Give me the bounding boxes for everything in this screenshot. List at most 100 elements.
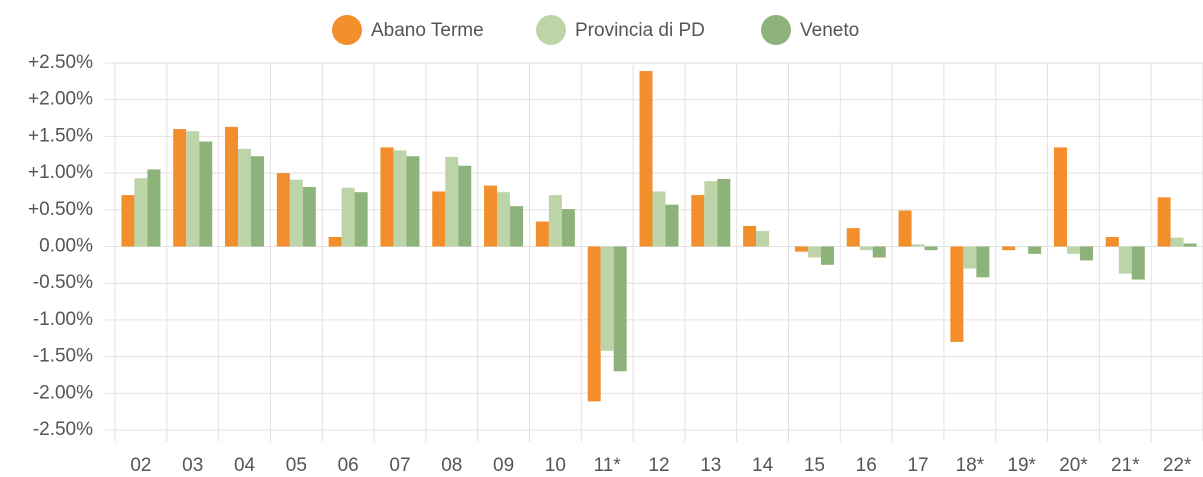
bar	[173, 129, 187, 247]
bar	[743, 225, 757, 247]
y-tick-label: -2.50%	[33, 419, 93, 440]
x-tick-label: 13	[700, 455, 721, 476]
bar	[199, 141, 213, 247]
bar	[328, 236, 342, 247]
bar	[794, 246, 808, 252]
x-tick-label: 02	[130, 455, 151, 476]
x-tick-label: 07	[389, 455, 410, 476]
bar	[820, 246, 834, 265]
bar	[872, 246, 886, 258]
bar	[147, 169, 161, 247]
bar	[1105, 236, 1119, 247]
bar	[717, 178, 731, 247]
bar	[924, 246, 938, 251]
x-tick-label: 12	[648, 455, 669, 476]
legend-swatch	[761, 15, 791, 45]
bar	[1066, 246, 1080, 254]
bar	[354, 192, 368, 247]
bar	[341, 187, 355, 247]
bar	[963, 246, 977, 269]
bar	[807, 246, 821, 258]
bar	[225, 126, 239, 247]
x-tick-label: 03	[182, 455, 203, 476]
bar	[1002, 246, 1016, 251]
x-tick-label: 16	[856, 455, 877, 476]
bar	[1118, 246, 1132, 274]
legend-swatch	[332, 15, 362, 45]
bar	[535, 221, 549, 247]
x-tick-label: 11*	[594, 455, 622, 476]
legend-label: Veneto	[800, 20, 859, 41]
bar	[251, 156, 265, 247]
bar	[121, 195, 135, 247]
bar	[393, 150, 407, 247]
bar	[587, 246, 601, 402]
y-tick-label: -0.50%	[33, 272, 93, 293]
bar	[911, 244, 925, 247]
y-tick-label: +2.00%	[28, 89, 93, 110]
y-tick-label: -1.50%	[33, 346, 93, 367]
y-tick-label: +2.50%	[28, 52, 93, 73]
bar	[134, 178, 148, 247]
x-tick-label: 08	[441, 455, 462, 476]
legend-swatch	[536, 15, 566, 45]
x-tick-label: 18*	[956, 455, 985, 476]
x-tick-label: 14	[752, 455, 774, 476]
bar	[756, 231, 770, 247]
y-tick-label: +1.00%	[28, 162, 93, 183]
bar	[1079, 246, 1093, 261]
x-tick-label: 15	[804, 455, 825, 476]
bar	[1170, 237, 1184, 247]
bar	[380, 147, 394, 247]
y-tick-label: -1.00%	[33, 309, 93, 330]
bar	[289, 179, 303, 247]
bar	[238, 148, 252, 247]
bar	[652, 191, 666, 247]
y-tick-label: 0.00%	[39, 236, 93, 257]
bar	[497, 192, 511, 247]
bar	[302, 187, 316, 247]
bar	[898, 210, 912, 247]
y-tick-label: -2.00%	[33, 382, 93, 403]
bar	[561, 209, 575, 247]
bar	[510, 206, 524, 247]
bar	[976, 246, 990, 278]
bar	[406, 156, 420, 247]
x-tick-label: 21*	[1111, 455, 1140, 476]
bar	[432, 191, 446, 247]
bar	[1028, 246, 1042, 254]
x-tick-label: 19*	[1007, 455, 1036, 476]
y-tick-label: +0.50%	[28, 199, 93, 220]
bar	[484, 185, 498, 247]
x-tick-label: 06	[338, 455, 359, 476]
bar	[665, 204, 679, 247]
bar	[458, 165, 472, 247]
bar	[691, 195, 705, 247]
x-tick-label: 17	[907, 455, 928, 476]
bar	[613, 246, 627, 372]
y-tick-label: +1.50%	[28, 125, 93, 146]
bar	[600, 246, 614, 351]
bar	[1053, 147, 1067, 247]
x-tick-label: 09	[493, 455, 514, 476]
bar	[859, 246, 873, 251]
bar	[445, 156, 459, 247]
legend-label: Abano Terme	[371, 20, 484, 41]
bar	[950, 246, 964, 342]
bar	[548, 195, 562, 247]
bar	[1157, 197, 1171, 247]
x-tick-label: 10	[545, 455, 566, 476]
legend-label: Provincia di PD	[575, 20, 705, 41]
bar	[639, 71, 653, 247]
x-tick-label: 22*	[1163, 455, 1192, 476]
bar	[1183, 243, 1197, 247]
bar	[186, 131, 200, 247]
x-tick-label: 04	[234, 455, 256, 476]
x-tick-label: 05	[286, 455, 307, 476]
x-tick-label: 20*	[1059, 455, 1088, 476]
bar	[704, 181, 718, 247]
bar	[1131, 246, 1145, 280]
bar	[276, 173, 290, 247]
bar	[846, 228, 860, 247]
